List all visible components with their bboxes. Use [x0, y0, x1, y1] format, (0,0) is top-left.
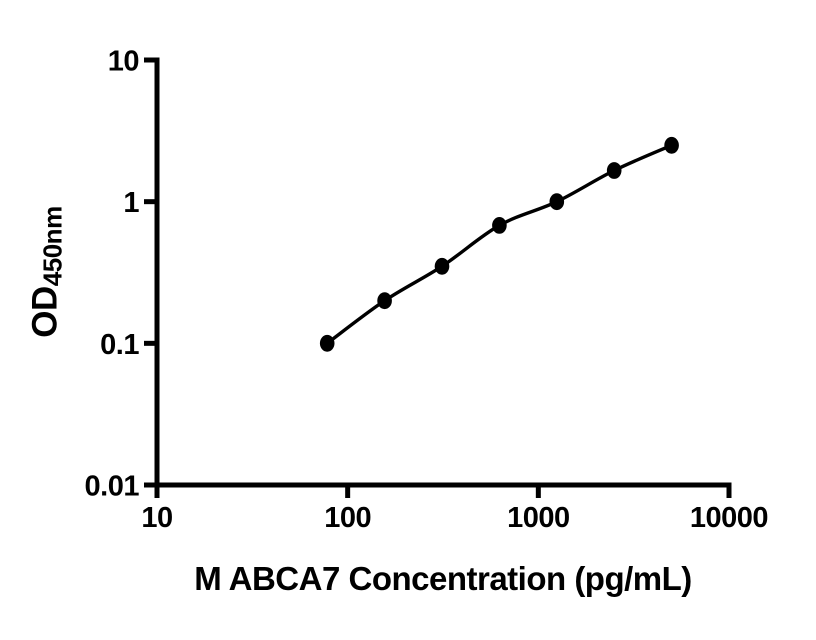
data-point-marker: [606, 162, 622, 179]
y-axis-title: OD450nm: [26, 206, 69, 337]
x-tick-label: 100: [324, 502, 371, 534]
y-tick-label: 0.01: [85, 471, 140, 503]
y-tick-label: 0.1: [100, 329, 139, 361]
data-point-marker: [549, 193, 565, 211]
x-tick-label: 10: [141, 502, 172, 534]
x-tick-label: 10000: [690, 502, 768, 534]
y-tick-label: 1: [123, 187, 139, 219]
y-axis-title-main: OD: [25, 286, 65, 338]
data-point-marker: [434, 257, 450, 275]
data-point-marker: [377, 292, 392, 310]
y-axis-title-subscript: 450nm: [37, 206, 68, 287]
x-axis-title: M ABCA7 Concentration (pg/mL): [194, 560, 692, 597]
data-point-marker: [492, 217, 507, 234]
data-point-marker: [319, 334, 335, 352]
data-point-marker: [664, 136, 679, 154]
y-tick-label: 10: [108, 46, 139, 78]
x-tick-label: 1000: [507, 502, 570, 534]
